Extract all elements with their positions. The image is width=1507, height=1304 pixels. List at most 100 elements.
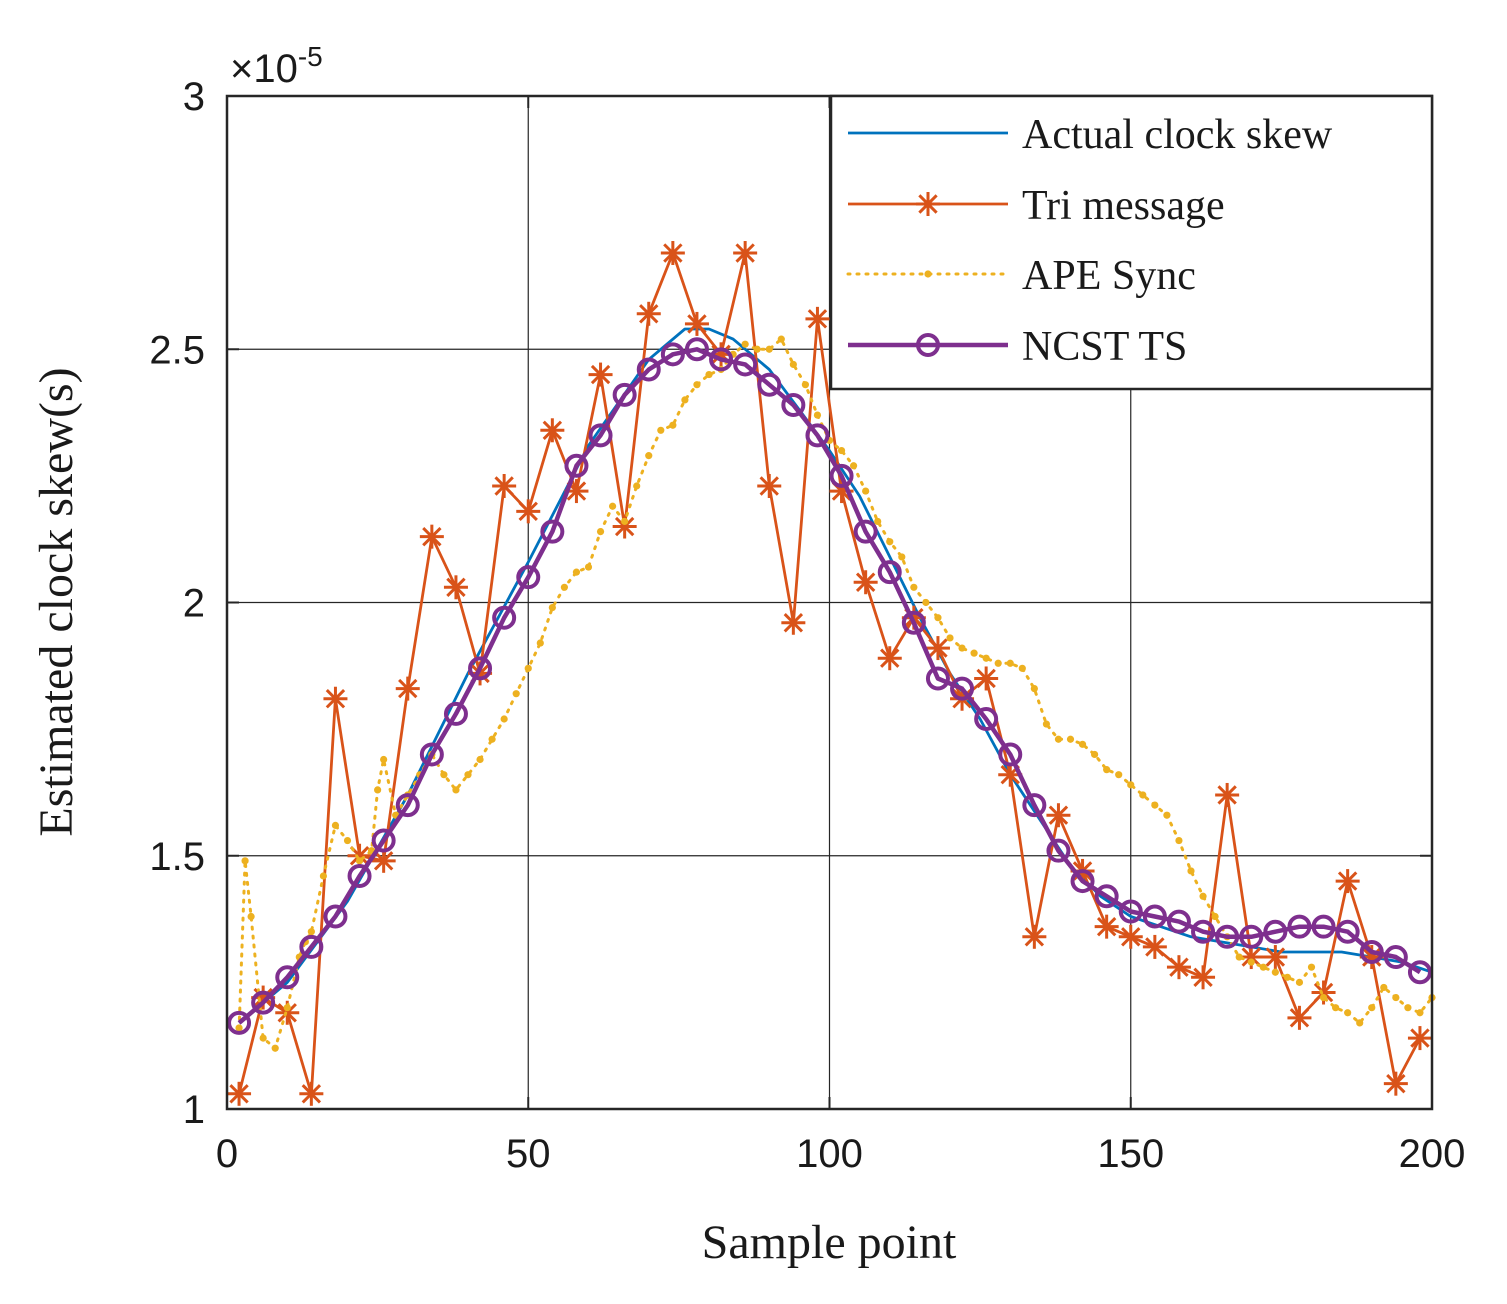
legend-marker-tri-message-stroke bbox=[918, 194, 938, 214]
data-point-tri-message bbox=[998, 762, 1023, 787]
data-point-ape-sync bbox=[1211, 912, 1219, 921]
data-point-ape-sync bbox=[524, 664, 532, 672]
data-point-tri-message bbox=[419, 524, 444, 549]
y-tick-label: 2.5 bbox=[149, 328, 205, 372]
data-point-tri-message bbox=[660, 241, 685, 266]
data-point-ncst-ts bbox=[612, 382, 637, 407]
data-point-ape-sync bbox=[813, 411, 822, 419]
data-point-ape-sync bbox=[705, 370, 713, 379]
data-point-tri-message-stroke bbox=[349, 846, 370, 866]
data-point-tri-message bbox=[1022, 924, 1047, 949]
data-point-ape-sync bbox=[946, 634, 954, 642]
data-point-tri-message-stroke bbox=[783, 613, 804, 633]
data-point-ncst-ts bbox=[419, 742, 444, 767]
data-point-ape-sync bbox=[307, 928, 315, 936]
data-point-tri-message-stroke bbox=[1048, 805, 1069, 825]
series-ncst-ts bbox=[227, 337, 1432, 1035]
data-point-ncst-ts bbox=[1263, 919, 1288, 944]
x-tick-label: 100 bbox=[796, 1132, 863, 1176]
data-point-ape-sync bbox=[440, 771, 448, 779]
data-point-tri-message bbox=[299, 1081, 324, 1106]
data-point-ape-sync bbox=[789, 360, 797, 369]
data-point-ape-sync bbox=[681, 396, 689, 404]
legend-label-ape-sync: APE Sync bbox=[1022, 253, 1196, 299]
data-point-ncst-ts bbox=[347, 864, 372, 889]
data-point-ape-sync bbox=[1006, 659, 1014, 667]
data-point-tri-message-stroke bbox=[566, 481, 587, 501]
data-point-ape-sync bbox=[994, 659, 1002, 667]
data-point-ape-sync bbox=[476, 755, 484, 764]
data-point-ape-sync bbox=[235, 1024, 243, 1032]
legend-marker-ape-sync bbox=[924, 270, 932, 278]
data-point-ncst-ts bbox=[1142, 904, 1167, 929]
data-point-tri-message-stroke bbox=[735, 243, 755, 263]
data-point-ape-sync bbox=[633, 482, 641, 490]
data-point-tri-message-stroke bbox=[398, 678, 418, 699]
data-point-ncst-ts bbox=[709, 347, 734, 372]
data-point-ncst-ts bbox=[1191, 919, 1216, 944]
data-point-ape-sync bbox=[1199, 892, 1207, 900]
data-point-ape-sync bbox=[1103, 766, 1111, 774]
data-point-ape-sync bbox=[837, 446, 846, 455]
data-point-ncst-ts bbox=[1166, 909, 1191, 934]
data-point-ape-sync bbox=[331, 821, 340, 829]
data-point-ncst-ts bbox=[636, 357, 661, 382]
data-point-tri-message-stroke bbox=[1386, 1073, 1406, 1094]
data-point-ape-sync bbox=[500, 715, 508, 723]
series-line-ncst-ts bbox=[237, 347, 1422, 1025]
data-point-tri-message-stroke bbox=[855, 572, 876, 592]
data-point-ape-sync bbox=[1091, 750, 1099, 759]
x-tick-labels: 0 50 100 150 200 bbox=[216, 1132, 1466, 1176]
data-point-ape-sync bbox=[1283, 973, 1291, 981]
data-point-ncst-ts bbox=[1118, 899, 1143, 924]
data-point-tri-message-stroke bbox=[542, 420, 563, 440]
data-point-ape-sync bbox=[1271, 968, 1279, 976]
data-point-ape-sync bbox=[801, 381, 810, 389]
data-point-tri-message-stroke bbox=[446, 577, 466, 598]
data-point-ape-sync bbox=[657, 426, 665, 434]
data-point-ncst-ts bbox=[323, 904, 348, 929]
data-point-ape-sync bbox=[1187, 867, 1195, 875]
data-point-ape-sync bbox=[1163, 811, 1171, 819]
data-point-tri-message bbox=[1407, 1026, 1432, 1051]
data-point-tri-message bbox=[805, 306, 830, 331]
data-point-ape-sync bbox=[1356, 1019, 1364, 1027]
data-point-tri-message bbox=[636, 301, 661, 326]
data-point-ape-sync bbox=[536, 639, 544, 647]
data-point-tri-message-stroke bbox=[1096, 916, 1117, 937]
legend-label-tri-message: Tri message bbox=[1022, 183, 1225, 229]
data-point-ape-sync bbox=[1332, 1004, 1340, 1012]
data-point-tri-message bbox=[1142, 934, 1167, 959]
data-point-ncst-ts bbox=[468, 656, 493, 681]
data-point-tri-message-stroke bbox=[976, 668, 996, 689]
data-point-ncst-ts bbox=[1094, 884, 1119, 909]
data-point-ape-sync bbox=[343, 836, 352, 845]
data-point-ncst-ts bbox=[757, 372, 782, 397]
data-point-ape-sync bbox=[380, 755, 388, 764]
data-point-ape-sync bbox=[1295, 978, 1304, 986]
data-point-ncst-ts bbox=[974, 706, 999, 731]
data-point-tri-message-stroke bbox=[880, 648, 900, 668]
data-point-ncst-ts bbox=[1335, 919, 1360, 944]
data-point-tri-message-stroke bbox=[1265, 947, 1286, 967]
data-point-tri-message-stroke bbox=[663, 243, 683, 263]
data-point-tri-message bbox=[684, 311, 709, 336]
data-point-ncst-ts bbox=[1407, 960, 1432, 985]
data-point-ape-sync bbox=[1054, 735, 1063, 743]
legend-entry-ncst-ts: NCST TS bbox=[848, 324, 1187, 370]
data-point-ape-sync bbox=[741, 340, 749, 348]
data-point-ape-sync bbox=[850, 462, 858, 470]
data-point-tri-message-stroke bbox=[253, 987, 273, 1008]
data-point-ape-sync bbox=[922, 598, 930, 607]
data-point-ncst-ts bbox=[371, 828, 396, 853]
legend-entry-ape-sync: APE Sync bbox=[846, 253, 1196, 299]
data-point-ape-sync bbox=[1307, 963, 1316, 971]
data-point-ape-sync bbox=[862, 487, 870, 495]
data-point-tri-message-stroke bbox=[1169, 957, 1189, 977]
legend-box bbox=[829, 94, 1434, 391]
data-point-tri-message bbox=[1046, 803, 1071, 828]
data-point-tri-message bbox=[853, 570, 878, 595]
data-point-ape-sync bbox=[1416, 1009, 1424, 1017]
data-point-tri-message-stroke bbox=[301, 1084, 322, 1104]
data-point-ncst-ts bbox=[684, 337, 709, 362]
